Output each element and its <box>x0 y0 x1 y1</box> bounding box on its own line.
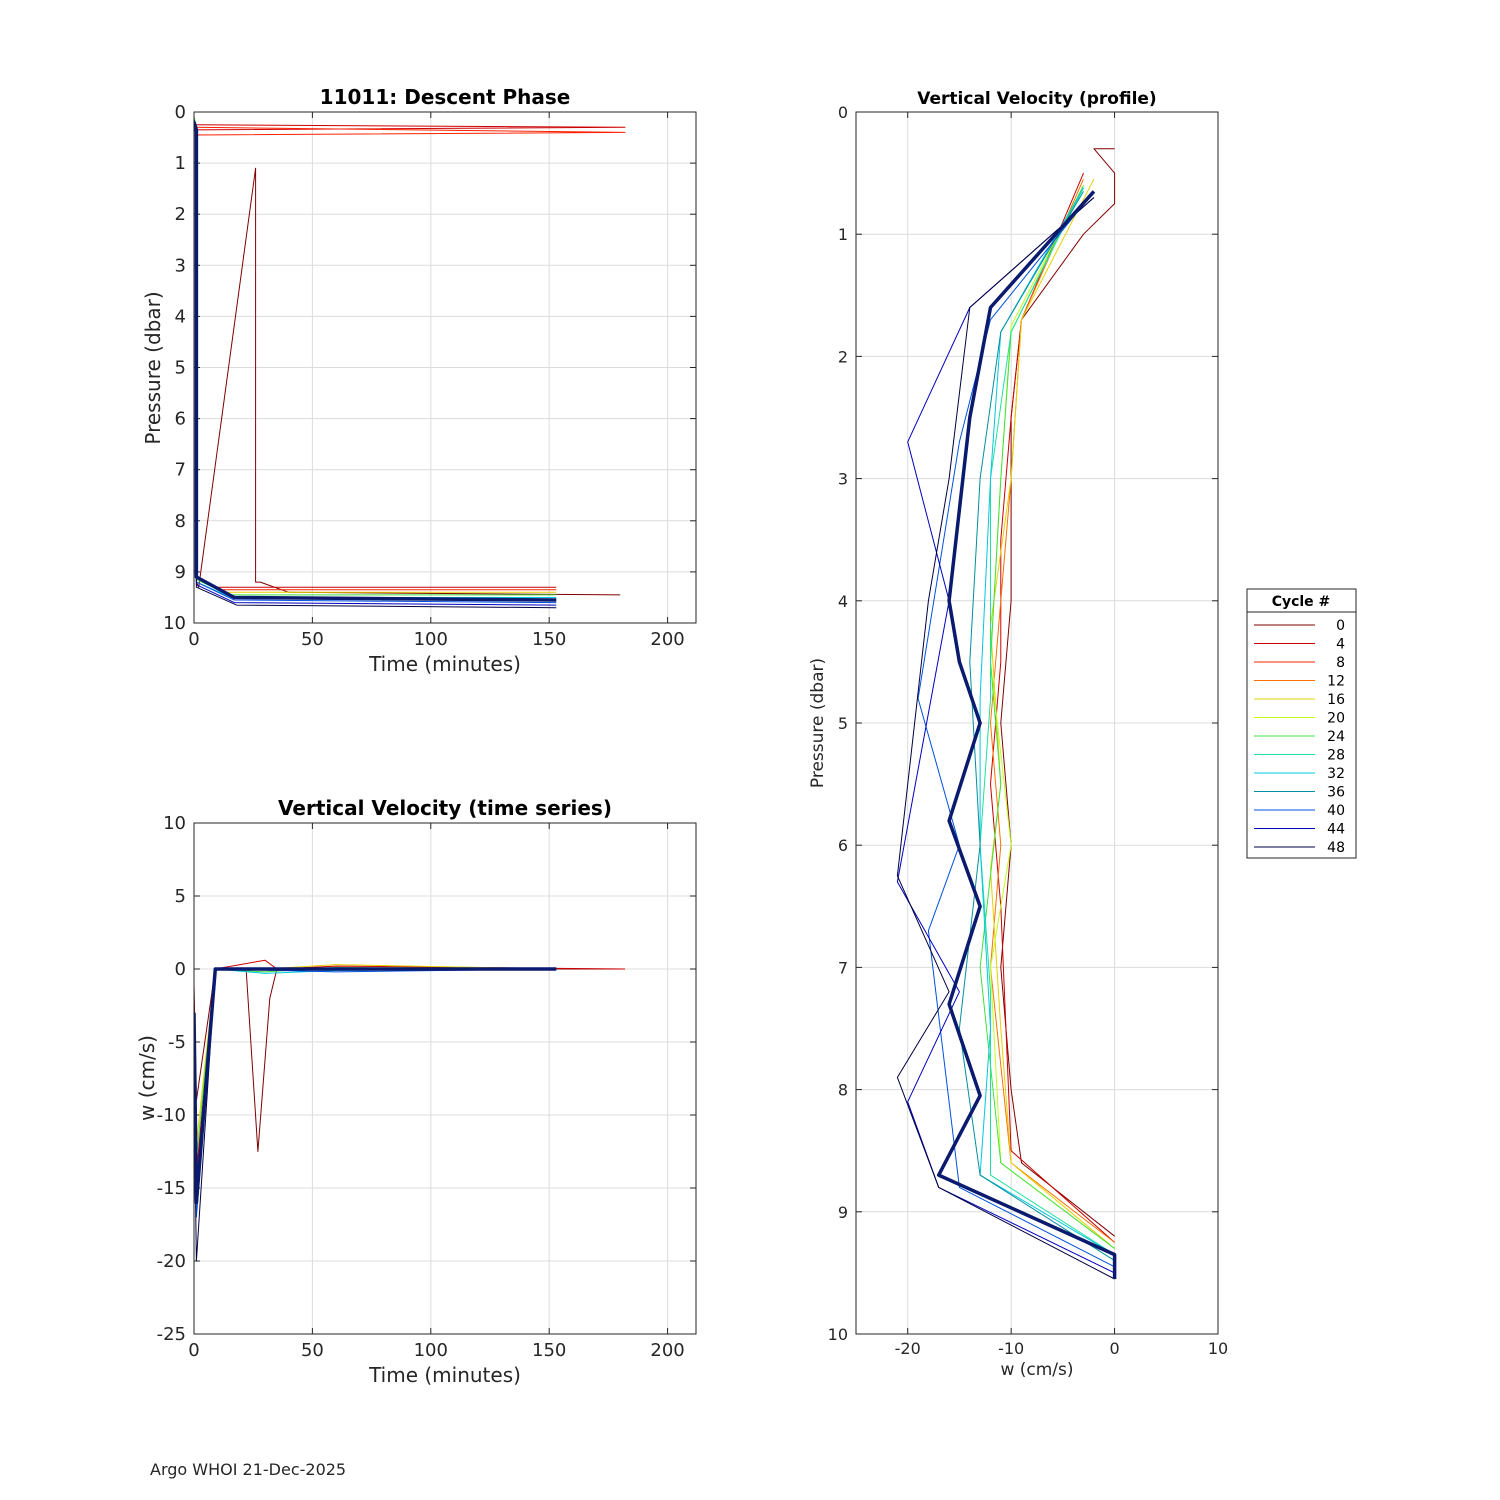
cycle-series-line <box>194 116 621 596</box>
cycle-series-line <box>990 172 1115 1243</box>
legend-entry-label: 4 <box>1336 637 1345 653</box>
descent-phase-panel: 11011: Descent Phase Time (minutes) Pres… <box>141 85 697 676</box>
plot-frame <box>855 111 1219 1335</box>
legend-entry-label: 24 <box>1327 729 1345 745</box>
x-tick-label: 0 <box>1109 1339 1119 1358</box>
legend-entry-label: 48 <box>1327 840 1345 856</box>
cycle-series-line <box>896 197 1115 1280</box>
legend-box <box>1246 588 1357 859</box>
y-tick-label: -5 <box>168 1032 186 1053</box>
cycle-series-line <box>1000 148 1116 1237</box>
y-tick-label: 2 <box>838 347 848 366</box>
descent-phase-title: 11011: Descent Phase <box>320 85 571 109</box>
x-tick-label: 100 <box>414 629 448 650</box>
x-tick-label: 150 <box>532 1340 566 1361</box>
legend-entry-label: 40 <box>1327 803 1345 819</box>
x-tick-label: 150 <box>532 629 566 650</box>
x-tick-label: 10 <box>1208 1339 1228 1358</box>
legend-entry-label: 36 <box>1327 785 1345 801</box>
cycle-series-line <box>194 124 626 588</box>
y-tick-label: -25 <box>157 1324 186 1345</box>
y-tick-label: 10 <box>163 613 186 634</box>
x-tick-label: 100 <box>414 1340 448 1361</box>
y-tick-label: 7 <box>175 460 186 481</box>
legend-entry-label: 44 <box>1327 822 1345 838</box>
mean-series-line <box>936 190 1117 1279</box>
x-tick-label: 50 <box>301 629 324 650</box>
y-tick-label: 8 <box>175 511 186 532</box>
x-tick-label: 200 <box>650 629 684 650</box>
legend-entry-label: 16 <box>1327 692 1345 708</box>
legend-title: Cycle # <box>1272 594 1331 610</box>
cycle-series-line <box>194 119 557 606</box>
velocity-profile-xlabel: w (cm/s) <box>1000 1360 1073 1380</box>
x-tick-label: 50 <box>301 1340 324 1361</box>
y-tick-label: 1 <box>838 225 848 244</box>
cycle-series-line <box>990 178 1115 1243</box>
legend-entry-label: 0 <box>1336 618 1345 634</box>
legend-entry-label: 20 <box>1327 711 1345 727</box>
legend-entry-label: 8 <box>1336 655 1345 671</box>
mean-series-line <box>194 967 557 1205</box>
mean-series-line <box>194 121 557 602</box>
y-tick-label: 6 <box>838 836 848 855</box>
y-tick-label: -20 <box>157 1251 186 1272</box>
y-tick-label: 1 <box>175 153 186 174</box>
velocity-timeseries-xlabel: Time (minutes) <box>368 1363 521 1387</box>
x-tick-label: 200 <box>650 1340 684 1361</box>
y-tick-label: 3 <box>838 470 848 489</box>
legend-entry-label: 32 <box>1327 766 1345 782</box>
velocity-timeseries-title: Vertical Velocity (time series) <box>278 796 612 820</box>
velocity-profile-ylabel: Pressure (dbar) <box>808 658 828 788</box>
y-tick-label: 7 <box>838 958 848 977</box>
cycle-series-line <box>979 187 1115 1256</box>
y-tick-label: -15 <box>157 1178 186 1199</box>
cycle-series-line <box>194 119 557 604</box>
y-tick-label: 9 <box>838 1203 848 1222</box>
y-tick-label: 4 <box>838 592 848 611</box>
velocity-timeseries-panel: Vertical Velocity (time series) Time (mi… <box>135 796 697 1387</box>
y-tick-label: 10 <box>163 813 186 834</box>
legend-entry-label: 12 <box>1327 674 1345 690</box>
y-tick-label: 5 <box>175 358 186 379</box>
cycle-series-line <box>194 964 557 1145</box>
velocity-timeseries-ylabel: w (cm/s) <box>135 1035 159 1121</box>
y-tick-label: 0 <box>838 103 848 122</box>
cycle-series-line <box>979 185 1115 1249</box>
y-tick-label: 6 <box>175 409 186 430</box>
y-tick-label: 4 <box>175 306 186 327</box>
cycle-series-line <box>979 187 1115 1256</box>
velocity-profile-title: Vertical Velocity (profile) <box>917 89 1156 109</box>
y-tick-label: 9 <box>175 562 186 583</box>
plot-frame <box>193 111 697 624</box>
plot-frame <box>193 822 697 1335</box>
y-tick-label: 3 <box>175 255 186 276</box>
x-tick-label: -20 <box>895 1339 921 1358</box>
cycle-series-line <box>194 121 557 609</box>
y-tick-label: 2 <box>175 204 186 225</box>
cycle-series-line <box>990 178 1115 1249</box>
cycle-series-line <box>194 119 557 598</box>
y-tick-label: 10 <box>828 1325 848 1344</box>
cycle-series-line <box>917 191 1115 1268</box>
cycle-series-line <box>194 116 557 596</box>
y-tick-label: 8 <box>838 1081 848 1100</box>
cycle-series-line <box>194 968 621 1152</box>
y-tick-label: 0 <box>175 959 186 980</box>
y-tick-label: -10 <box>157 1105 186 1126</box>
y-tick-label: 0 <box>175 102 186 123</box>
descent-phase-ylabel: Pressure (dbar) <box>141 291 165 444</box>
x-tick-label: 0 <box>188 629 199 650</box>
x-tick-label: 0 <box>188 1340 199 1361</box>
footer-credit: Argo WHOI 21-Dec-2025 <box>150 1460 347 1479</box>
descent-phase-xlabel: Time (minutes) <box>368 652 521 676</box>
y-tick-label: 5 <box>175 886 186 907</box>
x-tick-label: -10 <box>998 1339 1024 1358</box>
y-tick-label: 5 <box>838 714 848 733</box>
velocity-profile-panel: Vertical Velocity (profile) w (cm/s) Pre… <box>808 89 1228 1380</box>
cycle-series-line <box>958 191 1115 1262</box>
legend-entry-label: 28 <box>1327 748 1345 764</box>
